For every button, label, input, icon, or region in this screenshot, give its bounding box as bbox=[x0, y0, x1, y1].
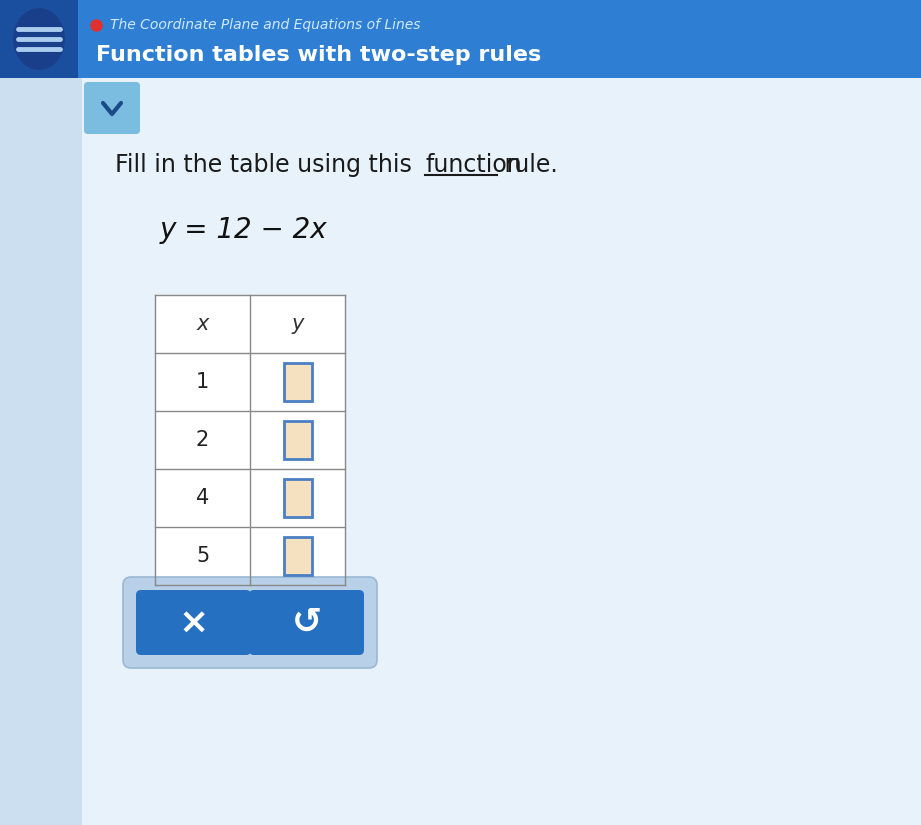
Text: ↺: ↺ bbox=[291, 606, 321, 639]
Text: The Coordinate Plane and Equations of Lines: The Coordinate Plane and Equations of Li… bbox=[110, 18, 421, 32]
Text: Fill in the table using this: Fill in the table using this bbox=[115, 153, 419, 177]
Bar bbox=[284, 363, 311, 401]
FancyBboxPatch shape bbox=[123, 577, 377, 668]
Bar bbox=[284, 479, 311, 517]
Text: rule.: rule. bbox=[497, 153, 558, 177]
Text: y = 12 − 2x: y = 12 − 2x bbox=[160, 216, 328, 244]
Bar bbox=[284, 537, 311, 575]
Bar bbox=[284, 421, 311, 459]
Text: function: function bbox=[425, 153, 522, 177]
Text: 1: 1 bbox=[196, 372, 209, 392]
Bar bbox=[0, 0, 921, 78]
Bar bbox=[155, 295, 345, 585]
FancyBboxPatch shape bbox=[84, 82, 140, 134]
Bar bbox=[284, 363, 311, 401]
Text: 4: 4 bbox=[196, 488, 209, 508]
Text: 5: 5 bbox=[196, 546, 209, 566]
Bar bbox=[284, 479, 311, 517]
Text: 2: 2 bbox=[196, 430, 209, 450]
FancyBboxPatch shape bbox=[249, 590, 364, 655]
Text: y: y bbox=[291, 314, 304, 334]
Text: ×: × bbox=[179, 606, 209, 639]
Bar bbox=[0, 0, 78, 78]
Text: x: x bbox=[196, 314, 209, 334]
Text: Function tables with two-step rules: Function tables with two-step rules bbox=[96, 45, 542, 65]
Bar bbox=[284, 537, 311, 575]
FancyBboxPatch shape bbox=[136, 590, 251, 655]
Ellipse shape bbox=[13, 8, 65, 70]
Bar bbox=[284, 421, 311, 459]
